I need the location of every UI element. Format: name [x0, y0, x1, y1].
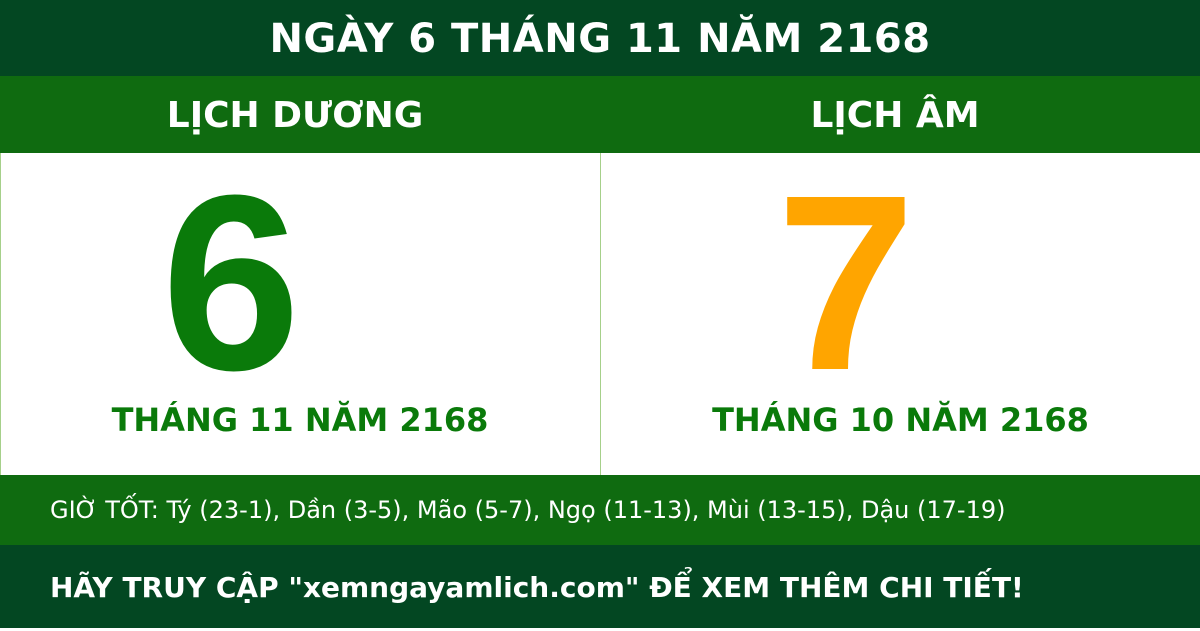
lunar-month-year: THÁNG 10 NĂM 2168 [712, 401, 1089, 439]
lunar-heading: LỊCH ÂM [810, 95, 980, 136]
lunar-day: 7 [776, 143, 916, 422]
good-hours: GIỜ TỐT: Tý (23-1), Dần (3-5), Mão (5-7)… [0, 475, 1200, 545]
lunar-panel: 7 THÁNG 10 NĂM 2168 [600, 153, 1200, 475]
solar-heading: LỊCH DƯƠNG [166, 95, 424, 136]
page-title: NGÀY 6 THÁNG 11 NĂM 2168 [0, 0, 1200, 76]
solar-panel: 6 THÁNG 11 NĂM 2168 [0, 153, 599, 475]
solar-day: 6 [161, 143, 301, 422]
calendar-headings: LỊCH DƯƠNG LỊCH ÂM [0, 76, 1200, 153]
footer-cta: HÃY TRUY CẬP "xemngayamlich.com" ĐỂ XEM … [0, 545, 1200, 628]
solar-month-year: THÁNG 11 NĂM 2168 [111, 401, 489, 439]
